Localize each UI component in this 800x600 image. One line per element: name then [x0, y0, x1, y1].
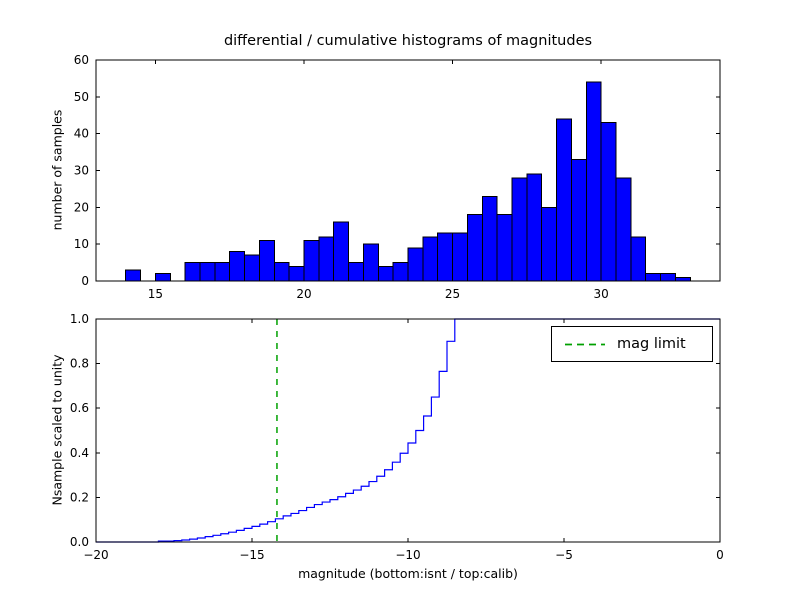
histogram-bar [184, 262, 201, 282]
bottom-y-tick-label: 0.6 [70, 401, 89, 415]
top-y-tick-label: 20 [74, 200, 89, 214]
top-y-tick-label: 40 [74, 127, 89, 141]
histogram-bar [229, 251, 246, 282]
bottom-y-tick-label: 0.4 [70, 446, 89, 460]
bottom-x-tick-label: −5 [555, 548, 573, 562]
histogram-bar [273, 262, 290, 282]
bottom-x-tick-label: 0 [716, 548, 724, 562]
histogram-bar [333, 221, 350, 282]
histogram-bar [437, 232, 454, 282]
histogram-bar [541, 206, 558, 282]
histogram-bar [496, 214, 513, 282]
top-y-tick-label: 50 [74, 90, 89, 104]
histogram-bar [199, 262, 216, 282]
top-y-tick-label: 60 [74, 53, 89, 67]
bottom-x-tick-label: −15 [239, 548, 264, 562]
top-x-tick-label: 25 [445, 287, 460, 301]
histogram-bar [600, 122, 617, 282]
histogram-bar [214, 262, 231, 282]
histogram-bar [526, 173, 543, 282]
bottom-y-tick-label: 0.0 [70, 535, 89, 549]
histogram-bar [556, 118, 572, 282]
histogram-bar [258, 239, 275, 282]
histogram-bar [511, 177, 528, 282]
histogram-bar [422, 236, 439, 282]
histogram-bar [362, 243, 379, 282]
bottom-y-axis-label: Nsample scaled to unity [49, 354, 65, 506]
histogram-bar [303, 239, 320, 282]
chart-title: differential / cumulative histograms of … [223, 33, 593, 49]
histogram-bar [630, 236, 647, 282]
histogram-bar [452, 232, 468, 282]
legend-box: mag limit [551, 326, 713, 362]
histogram-bar [288, 265, 305, 282]
histogram-bar [244, 254, 260, 282]
histogram-bar [645, 273, 662, 282]
histogram-bar [585, 81, 602, 282]
bottom-y-tick-label: 0.8 [70, 357, 89, 371]
histogram-bar [615, 177, 632, 282]
top-y-tick-label: 10 [74, 237, 89, 251]
histogram-bar [125, 269, 142, 282]
legend-label: mag limit [617, 336, 686, 352]
top-x-tick-label: 15 [148, 287, 163, 301]
histogram-bar [154, 273, 171, 282]
top-y-axis-label: number of samples [49, 109, 65, 231]
histogram-bar [481, 195, 498, 282]
top-y-tick-label: 0 [81, 274, 89, 288]
cumulative-step-line [96, 318, 720, 543]
top-y-tick-label: 30 [74, 164, 89, 178]
histogram-bar [377, 265, 394, 282]
histogram-bar [348, 262, 364, 282]
top-x-tick-label: 20 [296, 287, 311, 301]
histogram-bar [570, 158, 587, 282]
mag-limit-dashed-line-icon [565, 343, 605, 345]
bottom-y-tick-label: 1.0 [70, 312, 89, 326]
histogram-bar [318, 236, 335, 282]
histogram-bar [407, 247, 424, 282]
histogram-bar [660, 273, 676, 282]
bottom-x-tick-label: −20 [83, 548, 108, 562]
histogram-bar [674, 276, 691, 282]
top-x-tick-label: 30 [593, 287, 608, 301]
bottom-y-tick-label: 0.2 [70, 490, 89, 504]
histogram-bar [392, 262, 409, 282]
histogram-bar [466, 214, 483, 282]
bottom-x-tick-label: −10 [395, 548, 420, 562]
bottom-x-axis-label: magnitude (bottom:isnt / top:calib) [298, 566, 518, 581]
